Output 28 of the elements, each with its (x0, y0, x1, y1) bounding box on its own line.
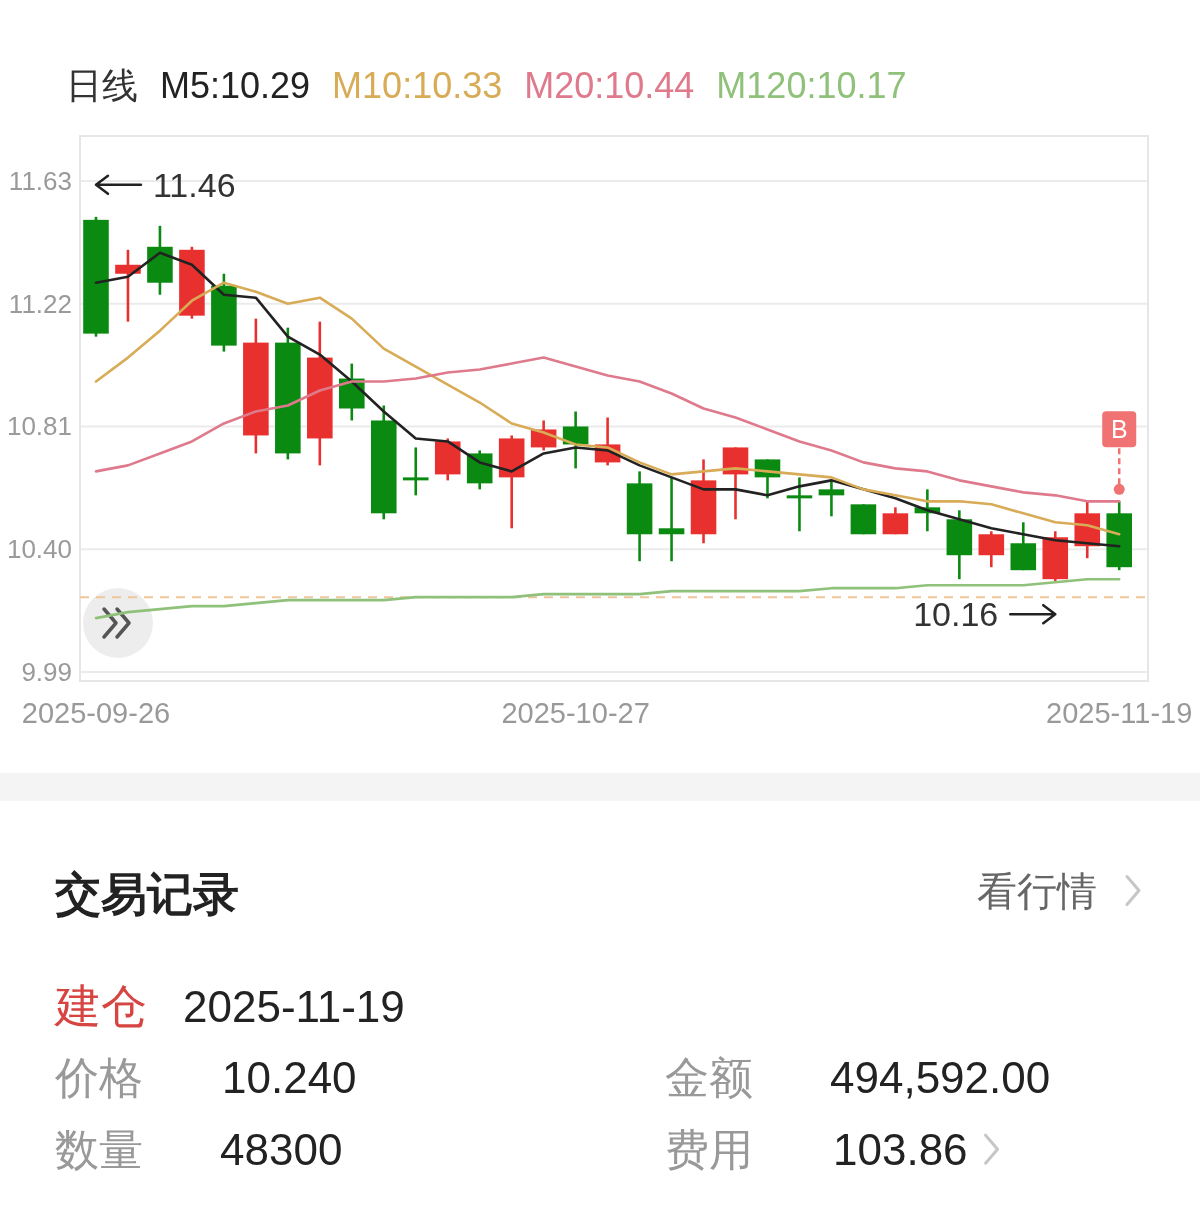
y-tick-label: 9.99 (21, 657, 72, 687)
card-text: 数量 (55, 1125, 143, 1174)
legend-item: M5:10.29 (160, 65, 311, 106)
y-tick-label: 11.63 (8, 165, 72, 196)
card-text: 建仓 (55, 980, 147, 1032)
card-text: 48300 (220, 1125, 343, 1174)
card-text: 10.240 (222, 1053, 357, 1102)
card-text: 费用 (665, 1125, 753, 1174)
x-tick-label: 2025-11-19 (1046, 697, 1193, 729)
legend-item: M20:10.44 (524, 65, 695, 106)
y-tick-label: 11.22 (8, 288, 72, 319)
annotation: 10.16 (913, 595, 999, 634)
card-text: 103.86 (833, 1125, 968, 1174)
x-tick-label: 2025-09-26 (21, 697, 171, 729)
annotation: B (1110, 415, 1128, 444)
title: 交易记录 (55, 868, 239, 920)
card-text: 金额 (665, 1053, 753, 1102)
legend-item: M120:10.17 (716, 65, 907, 106)
card-text: 494,592.00 (830, 1053, 1051, 1102)
card-text: 价格 (55, 1053, 143, 1102)
legend-title: 日线 (66, 65, 138, 106)
y-tick-label: 10.81 (6, 411, 72, 442)
card-text: 2025-11-19 (183, 982, 405, 1031)
x-tick-label: 2025-10-27 (501, 697, 650, 729)
annotation: 11.46 (152, 165, 236, 204)
legend-item: M10:10.33 (332, 65, 503, 106)
y-tick-label: 10.40 (6, 534, 72, 565)
card-text: 看行情 (977, 869, 1097, 913)
